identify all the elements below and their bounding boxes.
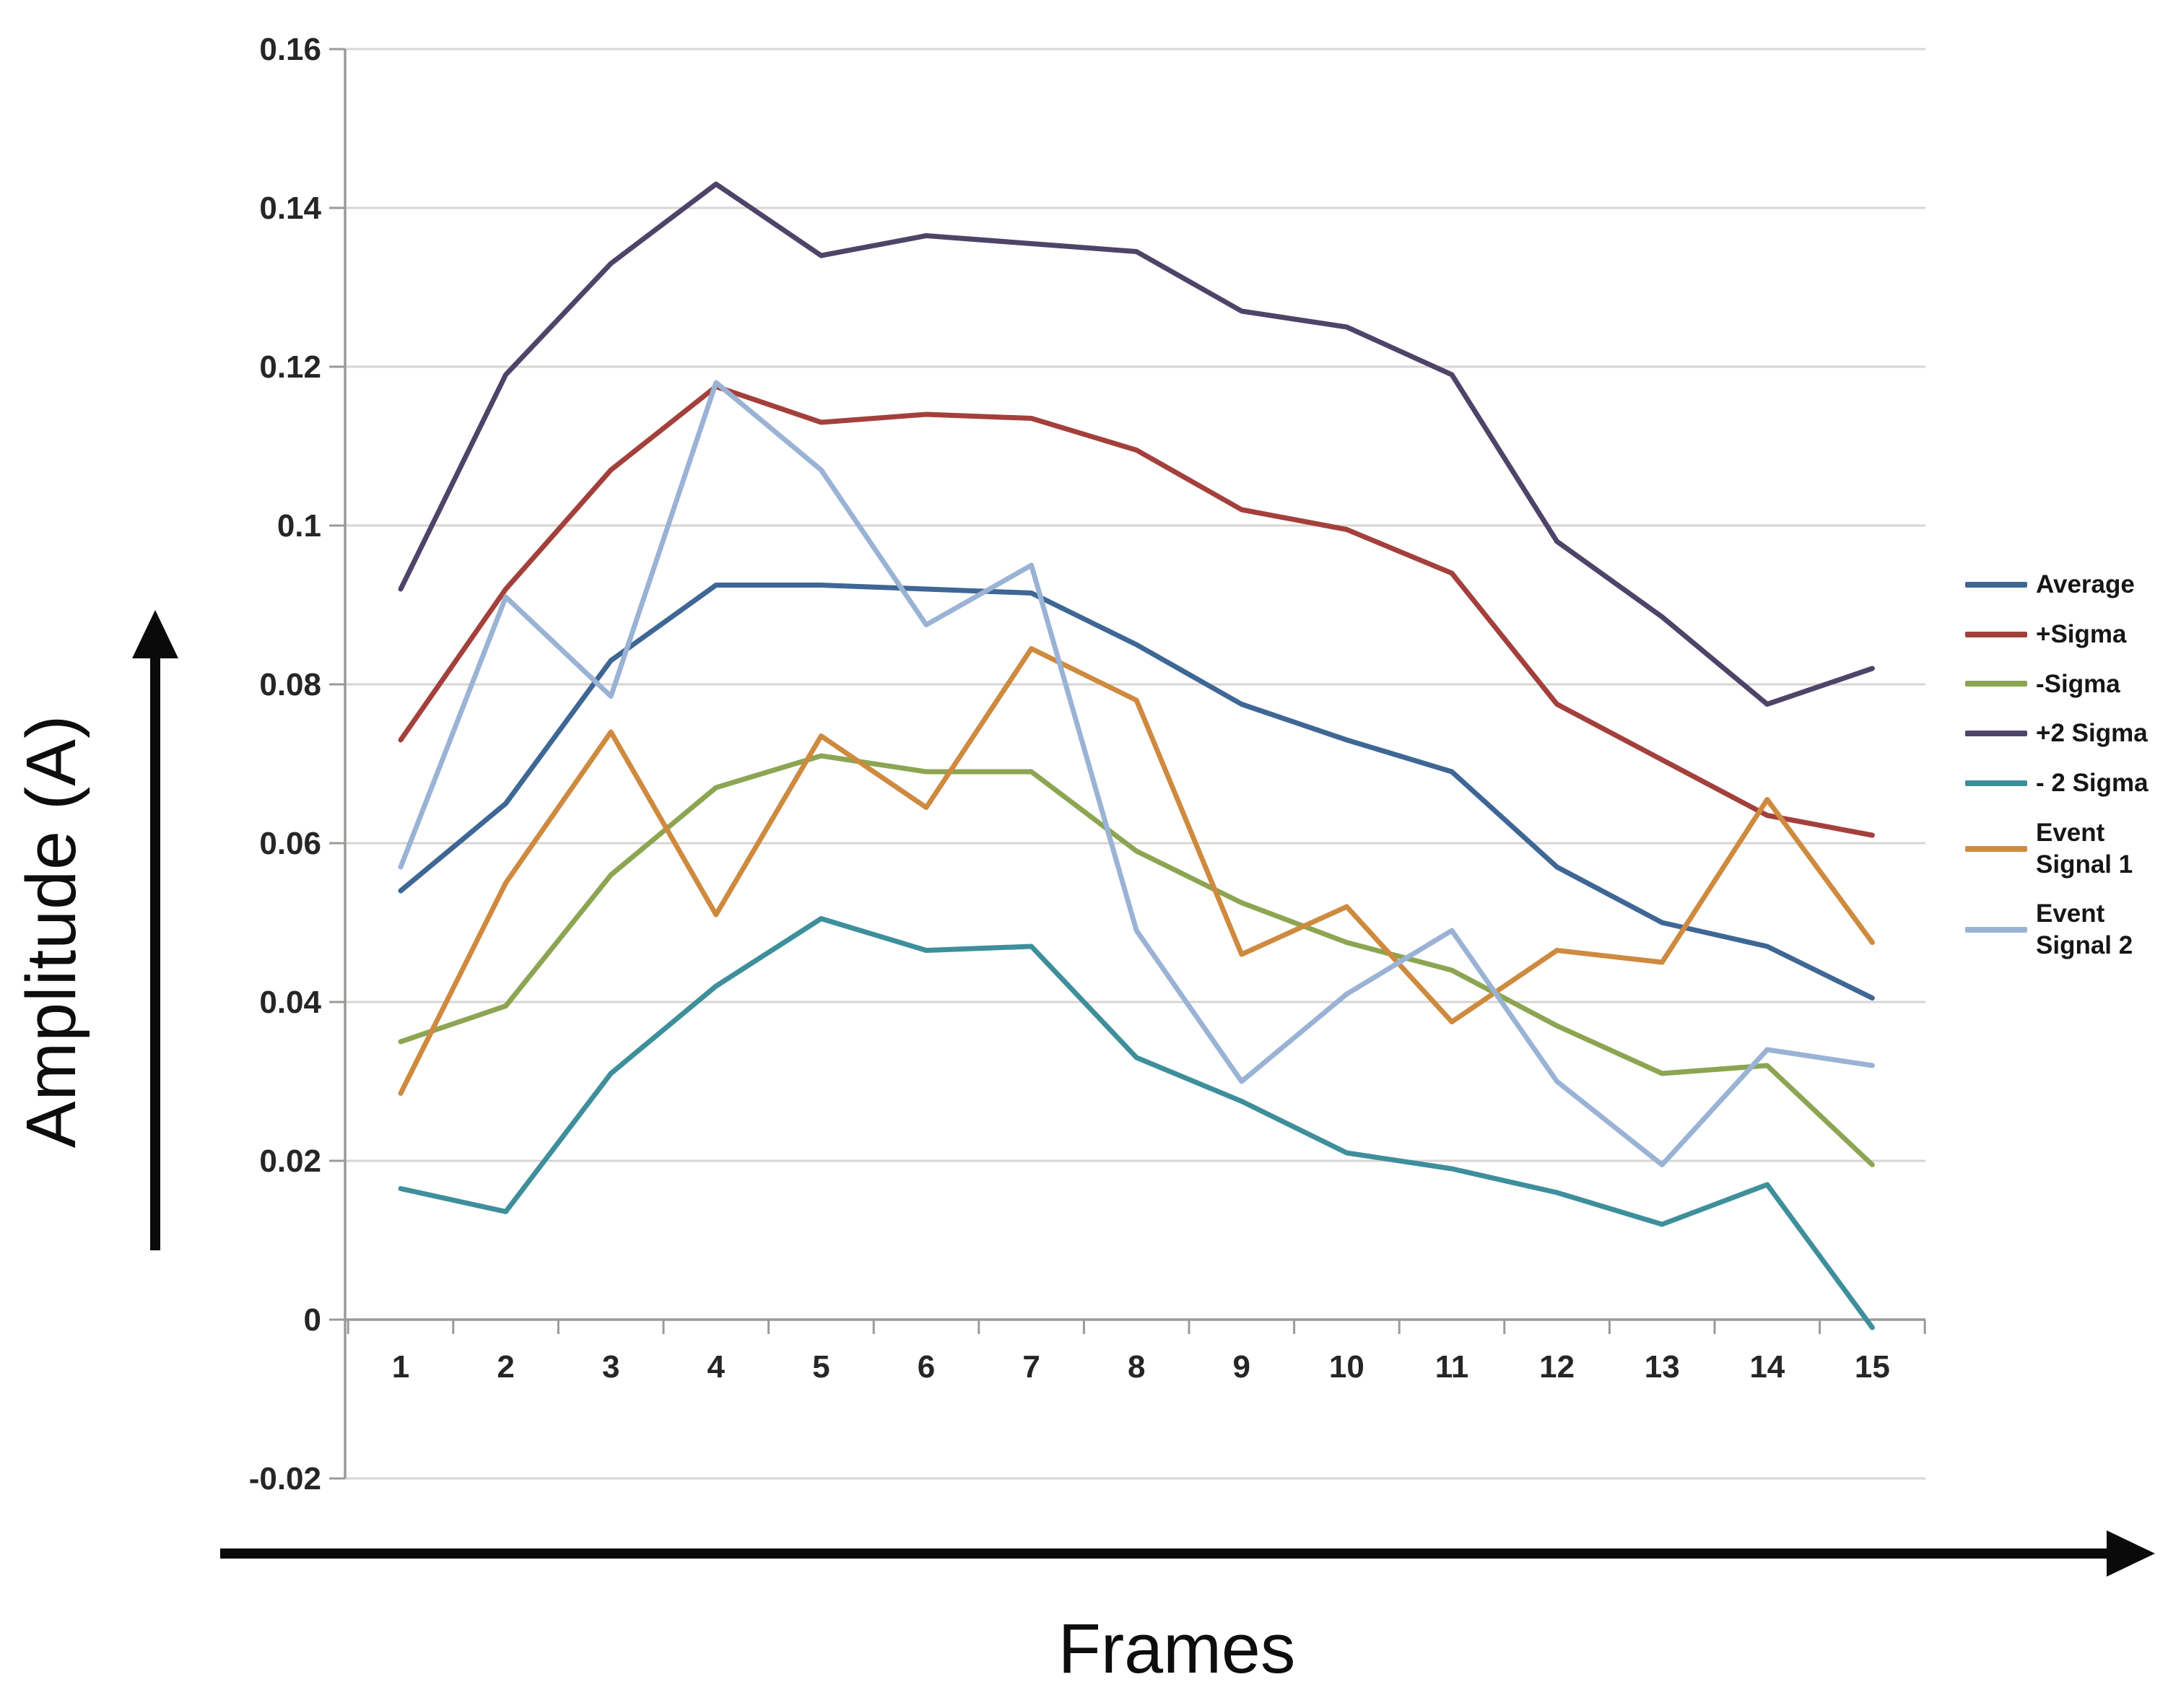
series-line-average [398, 583, 1875, 1001]
legend-label: -Sigma [2036, 669, 2120, 698]
x-tick-label: 13 [1645, 1349, 1680, 1385]
series-line-2-sigma [398, 181, 1875, 707]
x-tick-label: 15 [1855, 1349, 1890, 1385]
legend-swatch-2-sigma [1965, 780, 2027, 786]
legend-swatch-average [1965, 581, 2027, 588]
y-axis-arrowhead-icon [132, 610, 178, 658]
y-tick-label: -0.02 [249, 1461, 321, 1496]
x-tick-label: 8 [1128, 1349, 1145, 1385]
legend: Average +Sigma -Sigma +2 Sigma - 2 Sigma Even… [1965, 569, 2149, 962]
legend-label: Event Signal 2 [2036, 899, 2133, 959]
legend-item-2-sigma: +2 Sigma [1965, 718, 2149, 749]
y-tick-label: 0.12 [259, 349, 321, 385]
y-tick-label: 0 [304, 1302, 321, 1338]
y-tick-label: 0.14 [259, 191, 321, 226]
legend-swatch-event-signal-2 [1965, 927, 2027, 933]
legend-swatch-sigma [1965, 631, 2027, 637]
legend-swatch-sigma [1965, 681, 2027, 687]
y-tick-label: 0.08 [259, 667, 321, 702]
y-tick-label: 0.06 [259, 826, 321, 861]
x-tick-label: 9 [1233, 1349, 1250, 1385]
series-line-event-signal-2 [398, 380, 1875, 1167]
x-tick-label: 2 [497, 1349, 514, 1385]
x-axis-arrowhead-icon [2107, 1530, 2155, 1577]
x-tick-label: 5 [812, 1349, 830, 1385]
legend-item-average: Average [1965, 569, 2149, 601]
series-line-event-signal-1 [398, 646, 1875, 1096]
series-line-2-sigma [398, 916, 1875, 1330]
y-tick-label: 0.04 [259, 985, 321, 1020]
legend-label: +2 Sigma [2036, 719, 2148, 748]
y-tick-label: 0.02 [259, 1143, 321, 1179]
x-tick-label: 6 [918, 1349, 935, 1385]
series-line-sigma [398, 384, 1875, 838]
legend-label: - 2 Sigma [2036, 769, 2149, 797]
legend-swatch-2-sigma [1965, 731, 2027, 737]
legend-item-2-sigma: - 2 Sigma [1965, 767, 2149, 799]
legend-item-event-signal-2: Event Signal 2 [1965, 898, 2149, 962]
legend-item-sigma: +Sigma [1965, 619, 2149, 650]
legend-label: Event Signal 1 [2036, 818, 2133, 879]
x-tick-label: 10 [1329, 1349, 1364, 1385]
x-axis-title: Frames [1058, 1609, 1296, 1688]
x-tick-label: 3 [602, 1349, 619, 1385]
x-tick-label: 1 [392, 1349, 409, 1385]
y-tick-label: 0.1 [277, 508, 321, 544]
x-tick-label: 4 [708, 1349, 726, 1385]
legend-swatch-event-signal-1 [1965, 845, 2027, 852]
legend-item-sigma: -Sigma [1965, 668, 2149, 700]
series-line-sigma [398, 753, 1875, 1167]
y-tick-label: 0.16 [259, 32, 321, 67]
x-tick-label: 14 [1749, 1349, 1785, 1385]
legend-item-event-signal-1: Event Signal 1 [1965, 817, 2149, 881]
x-tick-label: 12 [1539, 1349, 1575, 1385]
y-axis-title: Amplitude (A) [12, 714, 90, 1149]
legend-label: +Sigma [2036, 619, 2127, 648]
legend-label: Average [2036, 570, 2135, 598]
x-tick-label: 11 [1435, 1349, 1469, 1385]
x-tick-label: 7 [1022, 1349, 1040, 1385]
